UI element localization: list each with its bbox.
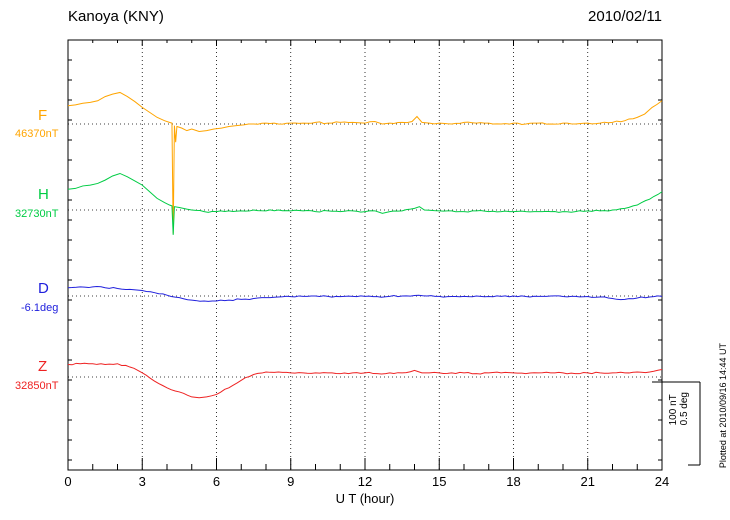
series-label-h: H	[38, 186, 49, 203]
plotted-at-note: Plotted at 2010/09/16 14:44 UT	[718, 342, 729, 468]
x-tick-label: 12	[357, 474, 373, 489]
x-tick-label: 18	[506, 474, 521, 489]
series-baseline-value-d: -6.1deg	[21, 302, 59, 314]
x-tick-label: 3	[138, 474, 146, 489]
series-baseline-value-f: 46370nT	[15, 128, 59, 140]
x-tick-label: 15	[432, 474, 447, 489]
x-tick-label: 24	[654, 474, 670, 489]
series-baseline-value-z: 32850nT	[15, 380, 59, 392]
plot-title: Kanoya (KNY)	[68, 8, 164, 25]
series-label-f: F	[38, 107, 48, 124]
x-tick-label: 6	[212, 474, 221, 489]
series-baseline-value-h: 32730nT	[15, 208, 59, 220]
series-label-d: D	[38, 280, 49, 297]
scale-bar-labels: 100 nT 0.5 deg	[668, 392, 690, 425]
x-tick-label: 21	[580, 474, 595, 489]
plot-date: 2010/02/11	[588, 8, 662, 25]
x-tick-label: 9	[287, 474, 295, 489]
scale-bar-label-nt: 100 nT	[668, 394, 679, 426]
scale-bar-label-deg: 0.5 deg	[679, 392, 690, 426]
x-axis-title: U T (hour)	[335, 491, 395, 506]
series-label-z: Z	[38, 358, 48, 375]
x-tick-label: 0	[64, 474, 72, 489]
